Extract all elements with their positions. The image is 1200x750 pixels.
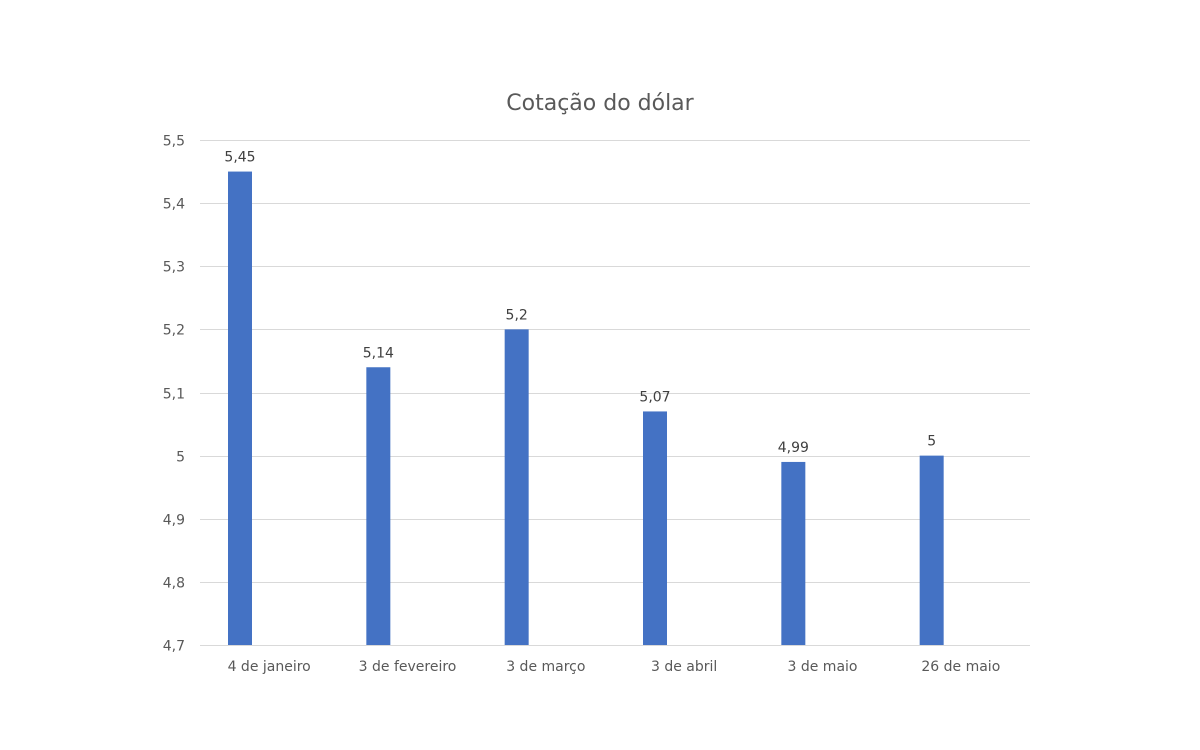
- y-tick-label: 4,8: [163, 576, 185, 592]
- x-tick-label: 4 de janeiro: [228, 659, 311, 675]
- x-tick-label: 3 de março: [506, 659, 585, 675]
- y-axis-tick-labels: 4,7 4,8 4,9 5 5,1 5,2 5,3 5,4 5,5: [163, 134, 185, 655]
- y-tick-label: 5: [176, 450, 185, 466]
- gridlines: [200, 140, 1030, 646]
- y-tick-label: 5,4: [163, 197, 185, 213]
- y-tick-label: 5,2: [163, 323, 185, 339]
- bar: [366, 367, 391, 645]
- x-axis-tick-labels: 4 de janeiro 3 de fevereiro 3 de março 3 de…: [228, 659, 1001, 675]
- x-tick-label: 3 de abril: [651, 659, 717, 675]
- bar: [919, 455, 944, 645]
- chart-title: Cotação do dólar: [506, 91, 694, 116]
- y-tick-label: 5,1: [163, 387, 185, 403]
- data-label: 5,14: [363, 345, 394, 361]
- x-tick-label: 26 de maio: [921, 659, 1000, 675]
- x-tick-label: 3 de maio: [788, 659, 858, 675]
- bars: [228, 171, 944, 645]
- data-label: 5: [927, 434, 936, 450]
- data-label: 5,45: [224, 150, 255, 166]
- bar: [643, 411, 667, 645]
- data-label: 4,99: [778, 440, 809, 456]
- y-tick-label: 4,7: [163, 639, 185, 655]
- data-label: 5,07: [639, 389, 670, 405]
- y-tick-label: 4,9: [163, 513, 185, 529]
- data-labels: 5,45 5,14 5,2 5,07 4,99 5: [224, 150, 936, 456]
- bar: [781, 461, 806, 645]
- bar: [504, 329, 529, 645]
- x-tick-label: 3 de fevereiro: [359, 659, 457, 675]
- data-label: 5,2: [506, 307, 528, 323]
- y-tick-label: 5,3: [163, 260, 185, 276]
- y-tick-label: 5,5: [163, 134, 185, 150]
- bar: [228, 171, 252, 645]
